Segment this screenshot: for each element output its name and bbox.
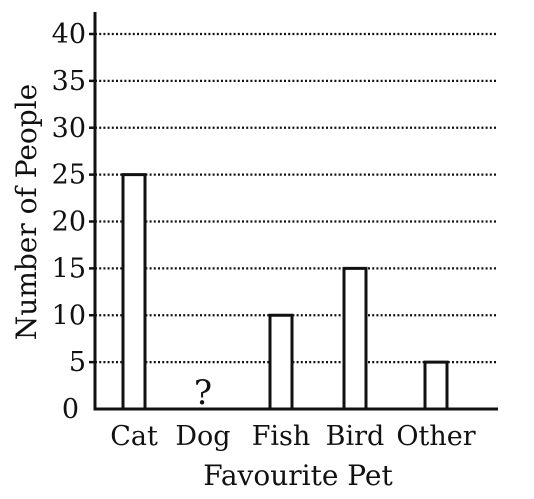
x-tick-label-fish: Fish [252,421,311,452]
bar-cat [121,173,147,411]
y-tick-labels: 0 5 10 15 20 25 30 35 40 [52,19,86,425]
y-tick-label-25: 25 [52,160,86,191]
y-tick-label-10: 10 [52,300,86,331]
y-tick-label-0: 0 [62,394,79,425]
bar-bird [342,266,368,411]
y-tick-label-40: 40 [52,19,86,50]
y-axis-title: Number of People [10,84,43,340]
x-tick-label-bird: Bird [326,421,385,452]
x-category-labels: Cat Dog Fish Bird Other [110,421,476,452]
y-tick-label-5: 5 [69,347,86,378]
x-axis-title: Favourite Pet [203,459,393,492]
x-tick-label-other: Other [396,421,475,452]
y-tick-label-20: 20 [52,207,86,238]
annotations: ? [194,373,212,413]
gridlines [95,32,498,364]
bar-fish [268,313,294,411]
bar-other [423,360,449,411]
x-tick-label-dog: Dog [175,421,230,452]
x-tick-label-cat: Cat [110,421,158,452]
bars [121,173,449,411]
y-tick-label-30: 30 [52,113,86,144]
axes [89,12,498,411]
y-tick-label-15: 15 [52,253,86,284]
y-tick-label-35: 35 [52,66,86,97]
annotation-dog: ? [194,373,212,413]
